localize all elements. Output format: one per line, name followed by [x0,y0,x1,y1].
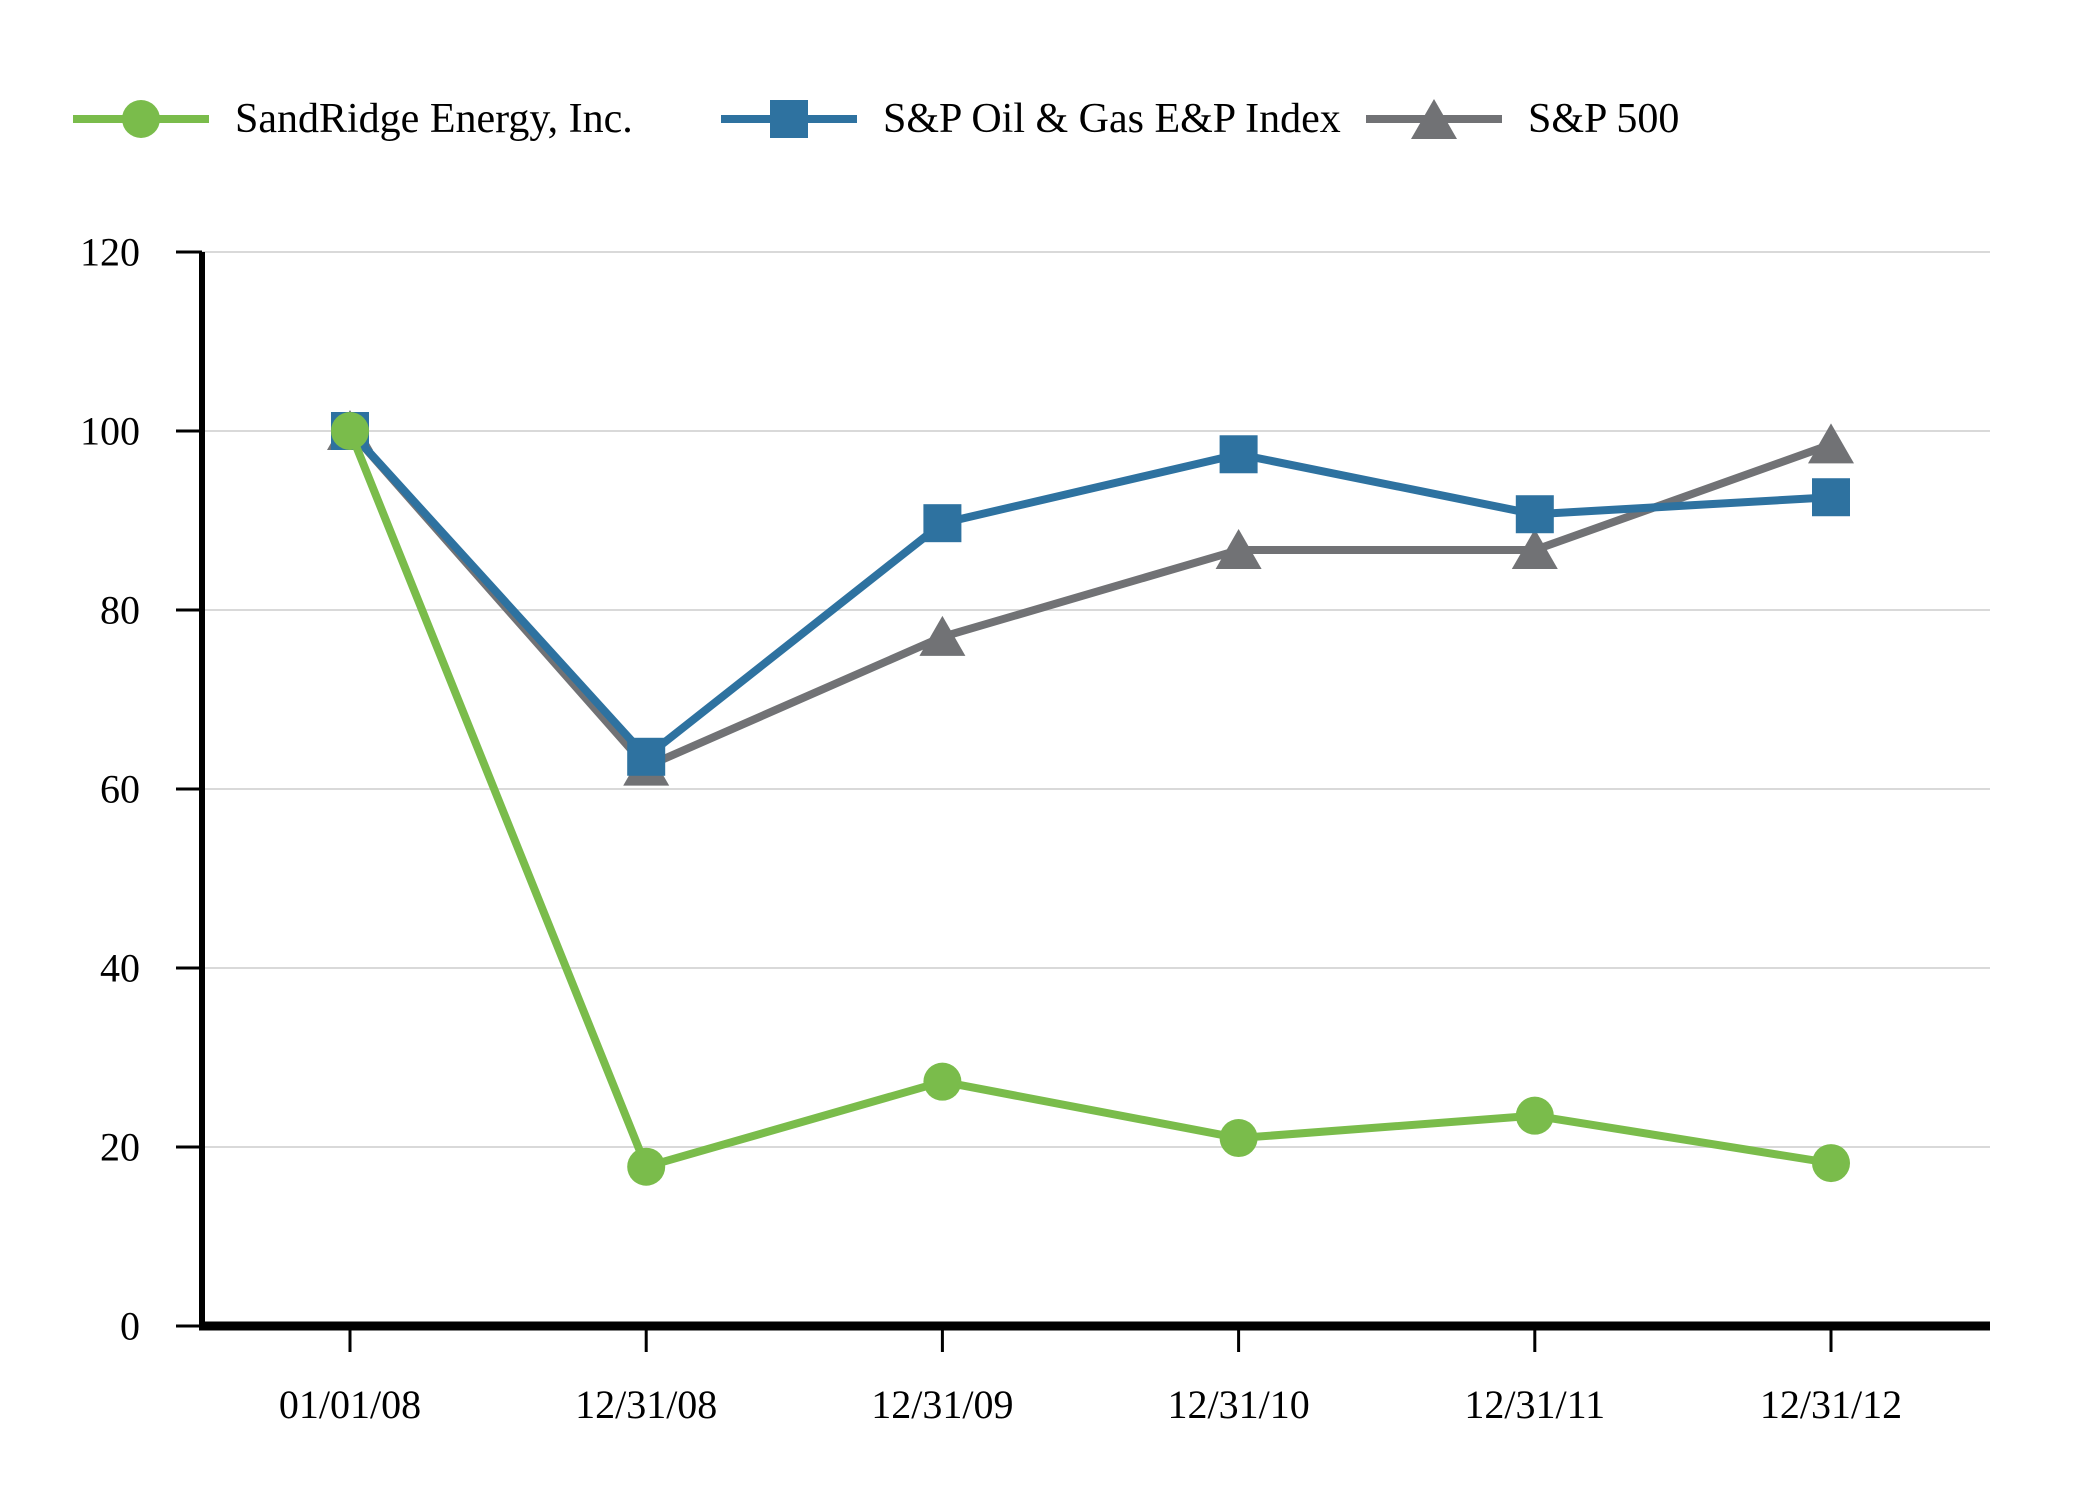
series-s-p-500 [327,410,1854,786]
x-tick-label: 12/31/08 [575,1382,717,1427]
legend-label: S&P 500 [1528,96,1680,142]
data-point-triangle [919,615,966,656]
data-point-circle [1219,1119,1258,1158]
data-point-square [1515,495,1554,534]
triangle-marker-icon [1411,99,1457,139]
data-point-square [627,737,666,776]
y-tick-label: 20 [100,1125,140,1170]
legend-item-sp-oil-gas-ep-index: S&P Oil & Gas E&P Index [721,90,1341,148]
data-point-circle [1515,1096,1554,1135]
data-point-circle [627,1147,666,1186]
legend-item-sandridge-energy-inc: SandRidge Energy, Inc. [73,90,633,148]
legend-swatch [721,95,857,143]
x-tick-label: 12/31/09 [871,1382,1013,1427]
series-line-s-p-500 [347,428,1833,771]
series-line-s-p-oil-gas-e-p-index [347,428,1832,761]
y-tick-label: 120 [80,230,140,275]
x-tick-label: 12/31/12 [1760,1382,1902,1427]
data-point-triangle [1511,529,1558,570]
legend-label: S&P Oil & Gas E&P Index [883,96,1341,142]
x-tick-label: 12/31/10 [1167,1382,1309,1427]
data-point-circle [923,1062,962,1101]
data-point-circle [331,412,369,450]
y-tick-label: 100 [80,409,140,454]
circle-marker-icon [122,100,160,138]
series-sandridge-energy-inc [331,412,1850,1186]
data-point-square [1812,478,1850,517]
square-marker-icon [770,100,808,138]
legend-label: SandRidge Energy, Inc. [235,96,633,142]
x-tick-label: 12/31/11 [1464,1382,1605,1427]
data-point-triangle [1808,423,1854,464]
data-point-circle [1812,1144,1850,1183]
legend-item-sp-500: S&P 500 [1366,90,1679,148]
x-tick-label: 01/01/08 [279,1382,421,1427]
y-axis-ticks: 0 20 40 60 80 100 120 [80,230,202,1349]
legend-swatch [73,95,209,143]
x-axis-ticks: 01/01/08 12/31/08 12/31/09 12/31/10 12/31/11… [279,1326,1902,1427]
data-point-square [923,504,962,543]
y-tick-label: 0 [120,1304,140,1349]
gridlines [202,251,1990,1148]
y-tick-label: 60 [100,767,140,812]
data-point-triangle [1215,529,1262,570]
chart-legend: SandRidge Energy, Inc. S&P Oil & Gas E&P… [0,0,2083,180]
legend-swatch [1366,95,1502,143]
series-line-sandridge-energy-inc [346,429,1832,1171]
y-tick-label: 40 [100,946,140,991]
y-tick-label: 80 [100,588,140,633]
data-point-square [1219,435,1258,474]
axes [199,252,1990,1331]
